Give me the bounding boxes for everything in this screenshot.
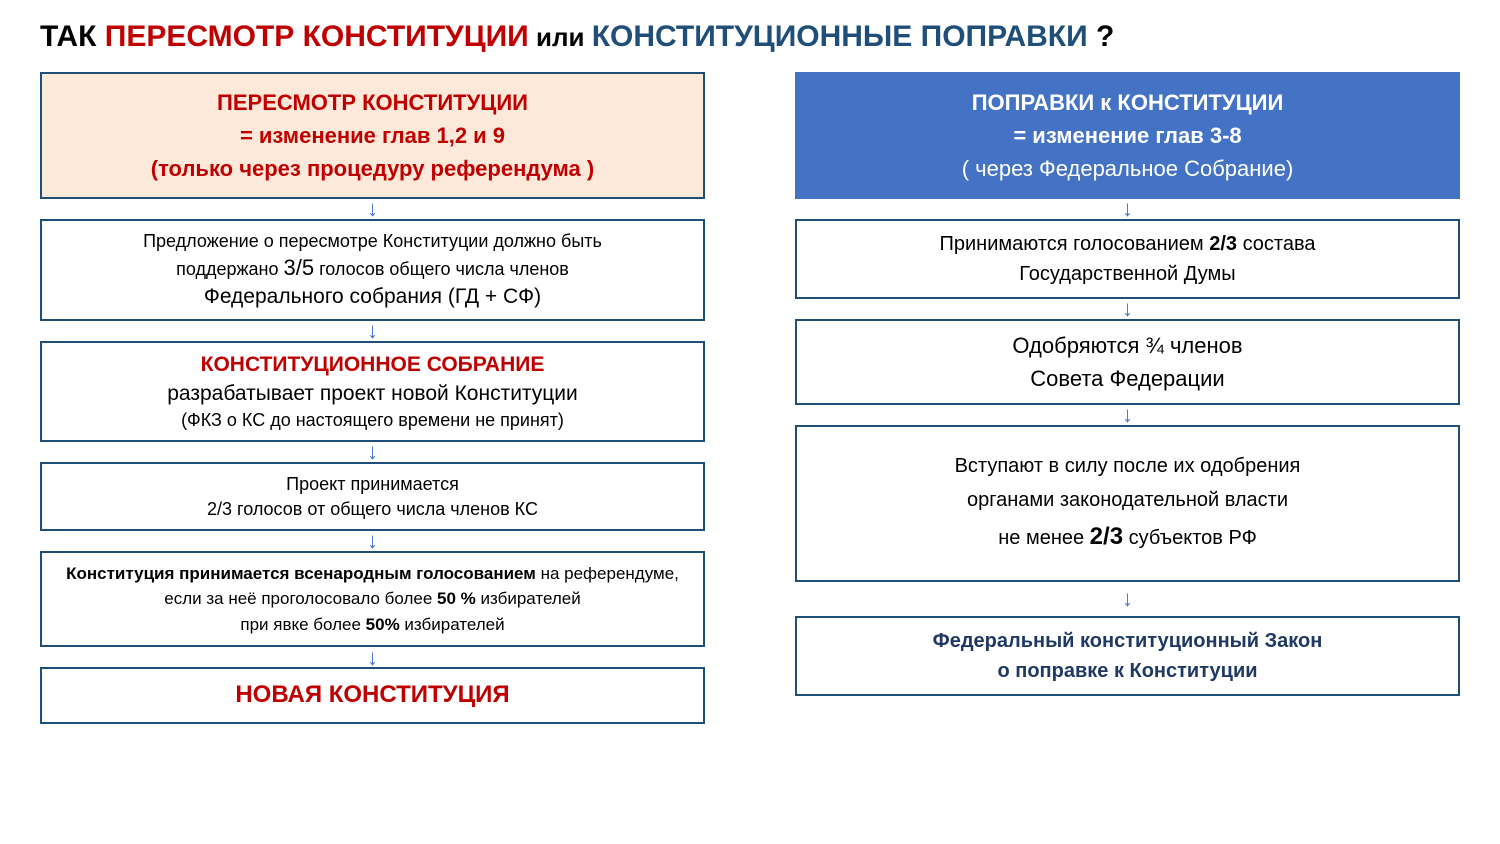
left-b4-line2: если за неё проголосовало более 50 % изб… xyxy=(56,586,689,612)
left-b1-line3: Федерального собрания (ГД + СФ) xyxy=(56,283,689,311)
right-b4-line1: Федеральный конституционный Закон xyxy=(811,626,1444,656)
left-b4-l1b: на референдуме, xyxy=(536,564,679,583)
left-head-line2: = изменение глав 1,2 и 9 xyxy=(56,119,689,152)
left-b1-l2a: поддержано xyxy=(176,259,283,279)
left-b1-line2: поддержано 3/5 голосов общего числа член… xyxy=(56,253,689,283)
title-part-3: или xyxy=(529,22,592,52)
right-box-3: Вступают в силу после их одобрения орган… xyxy=(795,425,1460,582)
left-b2-line3: (ФКЗ о КС до настоящего времени не приня… xyxy=(56,408,689,432)
arrow-down-icon: ↓ xyxy=(367,531,378,551)
title-part-2: ПЕРЕСМОТР КОНСТИТУЦИИ xyxy=(105,20,529,53)
arrow-down-icon: ↓ xyxy=(1122,582,1133,616)
right-b1-l1b: 2/3 xyxy=(1209,233,1237,255)
left-column: ПЕРЕСМОТР КОНСТИТУЦИИ = изменение глав 1… xyxy=(40,72,705,724)
left-b5: НОВАЯ КОНСТИТУЦИЯ xyxy=(56,677,689,713)
right-box-2: Одобряются ¾ членов Совета Федерации xyxy=(795,319,1460,405)
title-part-4: КОНСТИТУЦИОННЫЕ ПОПРАВКИ xyxy=(592,20,1096,53)
right-b3-l3c: субъектов РФ xyxy=(1123,527,1257,549)
left-box-5: НОВАЯ КОНСТИТУЦИЯ xyxy=(40,667,705,723)
right-head-line3: ( через Федеральное Собрание) xyxy=(811,152,1444,185)
left-box-3: Проект принимается 2/3 голосов от общего… xyxy=(40,462,705,531)
right-b1-line1: Принимаются голосованием 2/3 состава xyxy=(811,229,1444,259)
arrow-down-icon: ↓ xyxy=(367,199,378,219)
left-b4-line1: Конституция принимается всенародным голо… xyxy=(56,561,689,587)
arrow-down-icon: ↓ xyxy=(367,647,378,667)
arrow-down-icon: ↓ xyxy=(1122,299,1133,319)
right-b2-line2: Совета Федерации xyxy=(811,362,1444,395)
arrow-down-icon: ↓ xyxy=(367,442,378,462)
left-b4-line3: при явке более 50% избирателей xyxy=(56,612,689,638)
page-title: ТАК ПЕРЕСМОТР КОНСТИТУЦИИ или КОНСТИТУЦИ… xyxy=(40,20,1460,54)
left-b4-l1a: Конституция принимается всенародным голо… xyxy=(66,564,536,583)
right-b1-line2: Государственной Думы xyxy=(811,259,1444,289)
arrow-down-icon: ↓ xyxy=(1122,405,1133,425)
left-b3-line1: Проект принимается xyxy=(56,472,689,496)
left-b1-line1: Предложение о пересмотре Конституции дол… xyxy=(56,229,689,253)
left-header-box: ПЕРЕСМОТР КОНСТИТУЦИИ = изменение глав 1… xyxy=(40,72,705,199)
columns-container: ПЕРЕСМОТР КОНСТИТУЦИИ = изменение глав 1… xyxy=(40,72,1460,724)
left-box-1: Предложение о пересмотре Конституции дол… xyxy=(40,219,705,321)
arrow-down-icon: ↓ xyxy=(367,321,378,341)
left-b4-l3b: 50% xyxy=(366,615,400,634)
left-b1-l2c: голосов общего числа членов xyxy=(314,259,569,279)
right-b1-l1c: состава xyxy=(1237,233,1316,255)
arrow-down-icon: ↓ xyxy=(1122,199,1133,219)
left-b4-l3a: при явке более xyxy=(240,615,365,634)
left-box-4: Конституция принимается всенародным голо… xyxy=(40,551,705,648)
left-b2-line2: разрабатывает проект новой Конституции xyxy=(56,380,689,408)
left-b4-l2c: избирателей xyxy=(476,589,581,608)
right-b2-line1: Одобряются ¾ членов xyxy=(811,329,1444,362)
title-part-1: ТАК xyxy=(40,20,105,53)
left-b3-line2: 2/3 голосов от общего числа членов КС xyxy=(56,497,689,521)
left-head-line3: (только через процедуру референдума ) xyxy=(56,152,689,185)
right-box-4: Федеральный конституционный Закон о попр… xyxy=(795,616,1460,696)
right-box-1: Принимаются голосованием 2/3 состава Гос… xyxy=(795,219,1460,299)
right-b3-l3b: 2/3 xyxy=(1090,523,1123,550)
left-box-2: КОНСТИТУЦИОННОЕ СОБРАНИЕ разрабатывает п… xyxy=(40,341,705,442)
right-b3-line2: органами законодательной власти xyxy=(811,483,1444,517)
right-b3-line1: Вступают в силу после их одобрения xyxy=(811,449,1444,483)
title-part-5: ? xyxy=(1096,20,1114,53)
right-b3-l3a: не менее xyxy=(998,527,1089,549)
right-column: ПОПРАВКИ к КОНСТИТУЦИИ = изменение глав … xyxy=(795,72,1460,724)
left-b4-l3c: избирателей xyxy=(400,615,505,634)
right-head-line2: = изменение глав 3-8 xyxy=(811,119,1444,152)
left-b1-l2b: 3/5 xyxy=(284,255,315,280)
left-b2-line1: КОНСТИТУЦИОННОЕ СОБРАНИЕ xyxy=(56,351,689,379)
right-b4-line2: о поправке к Конституции xyxy=(811,656,1444,686)
left-head-line1: ПЕРЕСМОТР КОНСТИТУЦИИ xyxy=(56,86,689,119)
right-head-line1: ПОПРАВКИ к КОНСТИТУЦИИ xyxy=(811,86,1444,119)
right-b3-line3: не менее 2/3 субъектов РФ xyxy=(811,517,1444,558)
left-b4-l2b: 50 % xyxy=(437,589,476,608)
left-b4-l2a: если за неё проголосовало более xyxy=(164,589,437,608)
right-b1-l1a: Принимаются голосованием xyxy=(939,233,1209,255)
right-header-box: ПОПРАВКИ к КОНСТИТУЦИИ = изменение глав … xyxy=(795,72,1460,199)
